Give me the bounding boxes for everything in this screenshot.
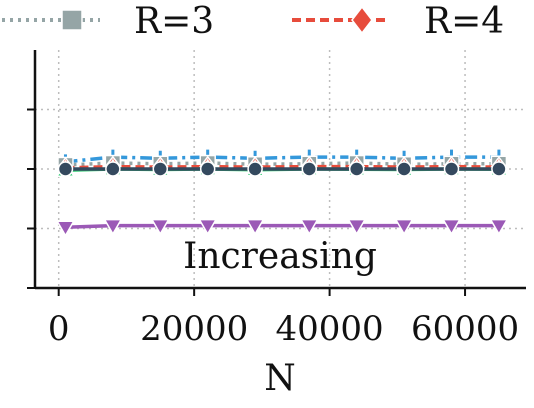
data-point bbox=[489, 218, 509, 236]
series-line bbox=[65, 155, 499, 164]
data-point bbox=[443, 161, 460, 177]
x-tick-label: 60000 bbox=[411, 309, 519, 349]
legend-marker bbox=[61, 9, 83, 31]
data-point bbox=[245, 218, 265, 236]
data-point bbox=[441, 218, 462, 236]
data-point bbox=[152, 161, 169, 177]
legend-entry-2: R=4 bbox=[292, 1, 504, 42]
data-point bbox=[301, 161, 318, 177]
series-line bbox=[65, 223, 499, 230]
series-group bbox=[55, 149, 509, 238]
data-point bbox=[150, 218, 170, 236]
annotation-label: Increasing bbox=[183, 236, 377, 277]
legend-label: R=3 bbox=[134, 1, 214, 42]
x-tick-label: 0 bbox=[48, 309, 70, 349]
legend-entry-1: R=3 bbox=[2, 1, 214, 42]
data-point bbox=[199, 161, 216, 177]
series-line bbox=[65, 161, 499, 167]
legend: R=3 R=4 bbox=[2, 1, 504, 42]
data-point bbox=[299, 218, 319, 236]
data-point bbox=[396, 161, 412, 177]
series-4 bbox=[57, 161, 507, 177]
legend-marker bbox=[351, 5, 373, 35]
series-line bbox=[65, 164, 499, 170]
data-point bbox=[55, 220, 76, 238]
series-2 bbox=[57, 155, 508, 179]
legend-label: R=4 bbox=[424, 1, 504, 42]
x-tick-label: 40000 bbox=[276, 309, 384, 349]
data-point bbox=[394, 218, 414, 236]
series-6 bbox=[55, 218, 509, 238]
data-point bbox=[198, 218, 218, 236]
data-point bbox=[247, 161, 263, 177]
data-point bbox=[491, 161, 507, 177]
data-point bbox=[348, 161, 365, 177]
data-point bbox=[347, 218, 367, 236]
x-ticks: 0 20000 40000 60000 bbox=[48, 288, 519, 349]
y-ticks bbox=[27, 108, 35, 289]
data-point bbox=[103, 218, 123, 236]
data-point bbox=[105, 161, 121, 177]
x-tick-label: 20000 bbox=[140, 309, 248, 349]
data-point bbox=[57, 161, 74, 177]
x-axis-label: N bbox=[264, 358, 296, 399]
